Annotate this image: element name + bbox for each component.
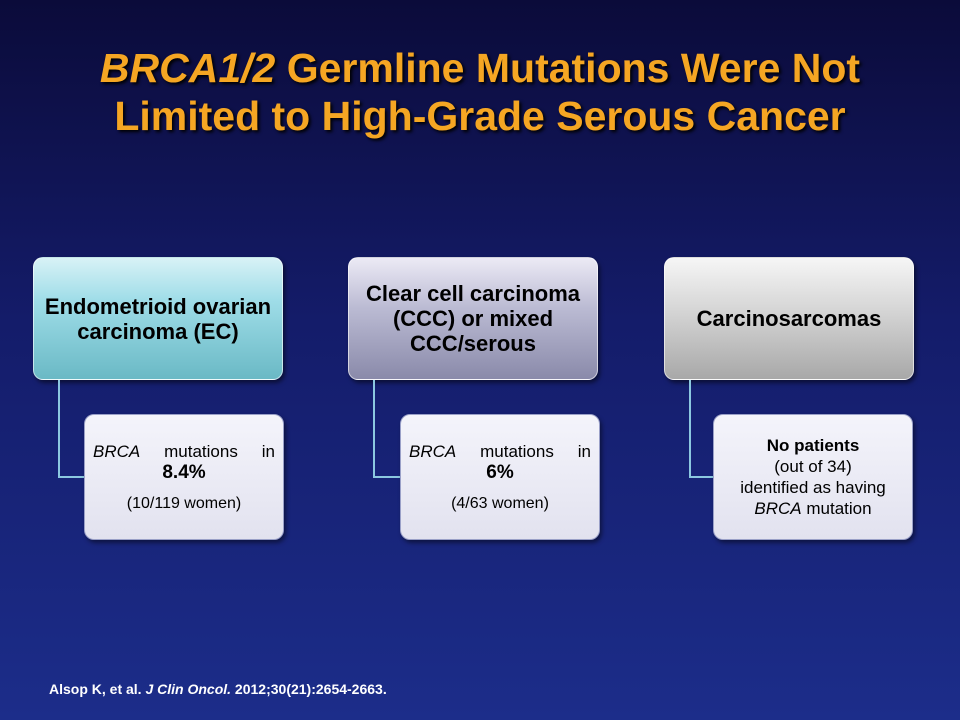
gene-name: BRCA [754, 499, 802, 518]
detail-box-carcinosarcomas: No patients (out of 34) identified as ha… [713, 414, 913, 540]
sample-detail: (10/119 women) [126, 494, 242, 512]
citation: Alsop K, et al. J Clin Oncol. 2012;30(21… [49, 681, 387, 697]
identified-text: identified as having [740, 478, 886, 497]
no-patients-label: No patients [766, 436, 860, 455]
connector-line [689, 380, 715, 478]
header-box-carcinosarcomas: Carcinosarcomas [664, 257, 914, 380]
mutation-word: mutation [801, 499, 872, 518]
mutations-word: mutations [480, 441, 554, 461]
mutation-line: BRCA mutations in [409, 441, 591, 462]
mutation-percent: 6% [486, 461, 514, 483]
citation-authors: Alsop K, et al. [49, 681, 146, 697]
sample-detail: (4/63 women) [451, 494, 549, 512]
citation-journal: J Clin Oncol. [145, 681, 232, 697]
title-line-1-rest: Germline Mutations Were Not [275, 45, 861, 91]
header-label: Carcinosarcomas [696, 306, 882, 331]
mutation-line: BRCA mutations in [93, 441, 275, 462]
mutation-percent: 8.4% [162, 461, 206, 483]
mutation-line: BRCA mutation [754, 498, 871, 519]
detail-box-clear-cell: BRCA mutations in 6% (4/63 women) [400, 414, 600, 540]
connector-line [58, 380, 86, 478]
in-word: in [261, 441, 275, 461]
title-gene: BRCA1/2 [99, 45, 276, 91]
title-line-1: BRCA1/2 Germline Mutations Were Not [20, 44, 940, 92]
detail-box-endometrioid: BRCA mutations in 8.4% (10/119 women) [84, 414, 284, 540]
slide-title: BRCA1/2 Germline Mutations Were Not Limi… [20, 44, 940, 140]
header-box-endometrioid: Endometrioid ovarian carcinoma (EC) [33, 257, 283, 380]
citation-ref: 2012;30(21):2654-2663. [231, 681, 387, 697]
header-label: Clear cell carcinoma (CCC) or mixed CCC/… [365, 281, 580, 356]
title-line-2: Limited to High-Grade Serous Cancer [114, 93, 846, 139]
in-word: in [577, 441, 591, 461]
gene-name: BRCA [93, 441, 141, 461]
header-label: Endometrioid ovarian carcinoma (EC) [44, 293, 272, 344]
mutations-word: mutations [164, 441, 238, 461]
patient-count: (out of 34) [774, 457, 852, 476]
header-box-clear-cell: Clear cell carcinoma (CCC) or mixed CCC/… [348, 257, 598, 380]
connector-line [373, 380, 402, 478]
gene-name: BRCA [409, 441, 457, 461]
